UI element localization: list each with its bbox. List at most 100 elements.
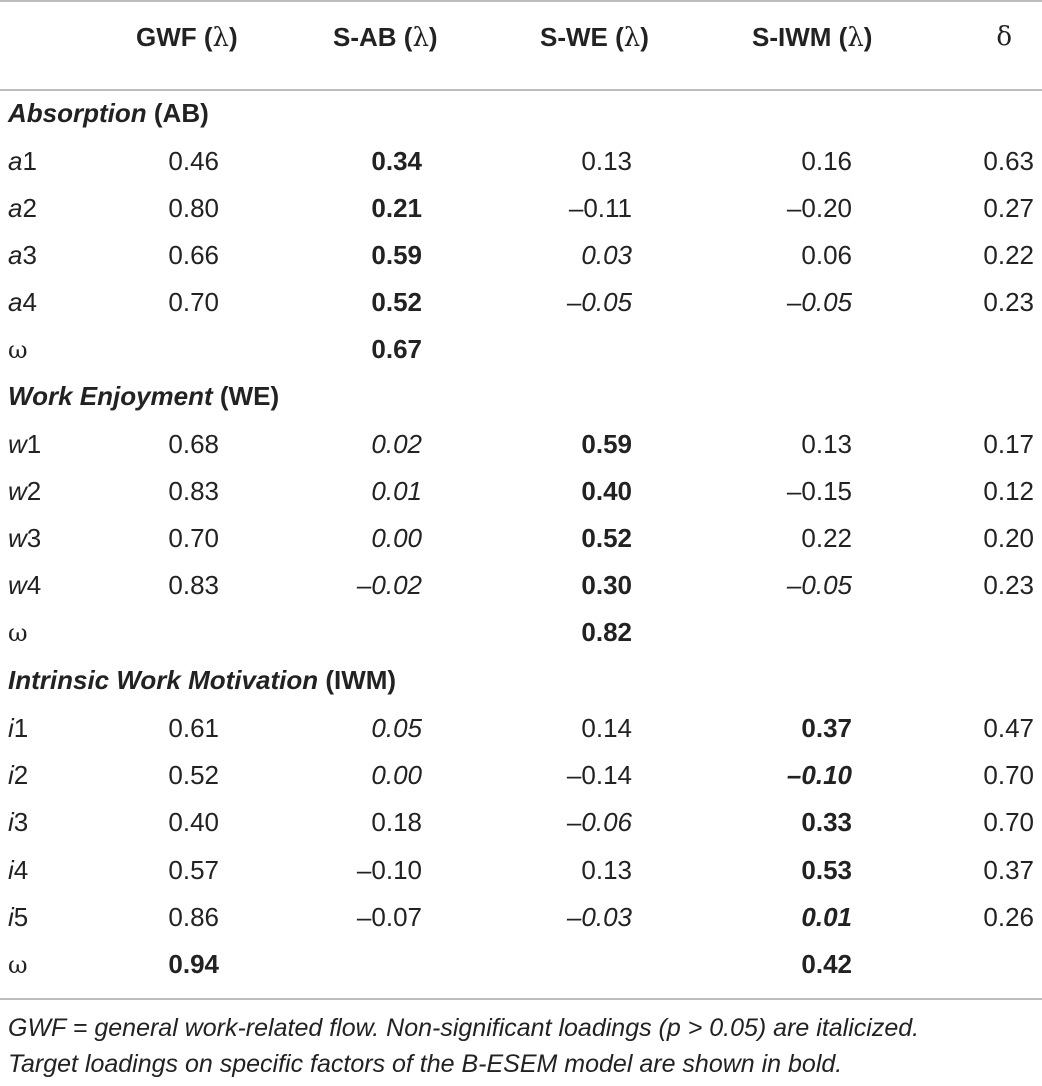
cell-s-iwm: –0.05 — [786, 287, 852, 317]
cell-gwf: 0.80 — [168, 193, 219, 223]
cell-s-ab: 0.18 — [371, 807, 422, 837]
omega-label: ω — [8, 619, 28, 647]
cell-s-ab: –0.10 — [356, 855, 422, 885]
table-row-i1: i1 0.61 0.05 0.14 0.37 0.47 — [0, 713, 1042, 760]
cell-s-we: 0.30 — [581, 570, 632, 600]
table-row-w3: w3 0.70 0.00 0.52 0.22 0.20 — [0, 523, 1042, 570]
header-s-ab: S-AB (λ) — [333, 22, 438, 53]
cell-delta: 0.63 — [983, 146, 1034, 176]
table-row-a4: a4 0.70 0.52 –0.05 –0.05 0.23 — [0, 287, 1042, 334]
cell-s-we: 0.14 — [581, 713, 632, 743]
table-row-w1: w1 0.68 0.02 0.59 0.13 0.17 — [0, 429, 1042, 476]
cell-s-we: –0.06 — [566, 807, 632, 837]
cell-gwf: 0.70 — [168, 523, 219, 553]
cell-delta: 0.20 — [983, 523, 1034, 553]
cell-gwf: 0.70 — [168, 287, 219, 317]
table-row-omega-ab: ω 0.67 — [0, 334, 1042, 381]
cell-gwf: 0.86 — [168, 902, 219, 932]
header-s-we: S-WE (λ) — [540, 22, 649, 53]
table-row-omega-we: ω 0.82 — [0, 617, 1042, 664]
cell-s-we: –0.05 — [566, 287, 632, 317]
cell-gwf: 0.66 — [168, 240, 219, 270]
table-footnote: GWF = general work-related flow. Non-sig… — [8, 1010, 1038, 1082]
cell-gwf: 0.61 — [168, 713, 219, 743]
cell-s-iwm: 0.06 — [801, 240, 852, 270]
cell-gwf: 0.40 — [168, 807, 219, 837]
cell-s-iwm: 0.53 — [801, 855, 852, 885]
table-row-a1: a1 0.46 0.34 0.13 0.16 0.63 — [0, 146, 1042, 193]
cell-s-we: 0.13 — [581, 855, 632, 885]
table-row-w2: w2 0.83 0.01 0.40 –0.15 0.12 — [0, 476, 1042, 523]
cell-s-ab: 0.00 — [371, 523, 422, 553]
cell-s-iwm: 0.16 — [801, 146, 852, 176]
cell-s-ab: 0.67 — [371, 334, 422, 364]
item-label: i5 — [8, 902, 29, 932]
cell-delta: 0.70 — [983, 760, 1034, 790]
table-row-i2: i2 0.52 0.00 –0.14 –0.10 0.70 — [0, 760, 1042, 807]
omega-label: ω — [8, 336, 28, 364]
table-row-i4: i4 0.57 –0.10 0.13 0.53 0.37 — [0, 855, 1042, 902]
cell-s-we: –0.14 — [566, 760, 632, 790]
cell-s-ab: 0.59 — [371, 240, 422, 270]
item-label: i3 — [8, 807, 29, 837]
cell-delta: 0.37 — [983, 855, 1034, 885]
cell-s-ab: 0.34 — [371, 146, 422, 176]
item-label: i2 — [8, 760, 29, 790]
omega-label: ω — [8, 951, 28, 979]
cell-delta: 0.27 — [983, 193, 1034, 223]
item-label: a3 — [8, 240, 37, 270]
cell-s-iwm: 0.37 — [801, 713, 852, 743]
cell-s-iwm: 0.22 — [801, 523, 852, 553]
cell-s-ab: 0.05 — [371, 713, 422, 743]
item-label: w3 — [8, 523, 42, 553]
cell-s-we: 0.03 — [581, 240, 632, 270]
cell-s-iwm: 0.42 — [801, 949, 852, 979]
cell-s-we: 0.40 — [581, 476, 632, 506]
cell-s-iwm: 0.01 — [801, 902, 852, 932]
table-row-a2: a2 0.80 0.21 –0.11 –0.20 0.27 — [0, 193, 1042, 240]
cell-s-ab: –0.07 — [356, 902, 422, 932]
header-rule — [0, 89, 1042, 91]
table-row-i5: i5 0.86 –0.07 –0.03 0.01 0.26 — [0, 902, 1042, 949]
cell-s-iwm: –0.10 — [786, 760, 852, 790]
cell-s-we: –0.03 — [566, 902, 632, 932]
footnote-line-2: Target loadings on specific factors of t… — [8, 1050, 843, 1078]
section-absorption: Absorption (AB) — [8, 98, 209, 128]
cell-s-iwm: –0.05 — [786, 570, 852, 600]
cell-s-we: 0.59 — [581, 429, 632, 459]
bottom-rule — [0, 998, 1042, 1000]
cell-s-ab: 0.52 — [371, 287, 422, 317]
footnote-line-1: GWF = general work-related flow. Non-sig… — [8, 1014, 920, 1042]
header-s-iwm: S-IWM (λ) — [752, 22, 873, 53]
item-label: i4 — [8, 855, 29, 885]
cell-s-ab: 0.01 — [371, 476, 422, 506]
cell-s-iwm: 0.13 — [801, 429, 852, 459]
cell-s-we: –0.11 — [568, 193, 632, 223]
item-label: a4 — [8, 287, 37, 317]
item-label: a2 — [8, 193, 37, 223]
cell-delta: 0.17 — [983, 429, 1034, 459]
table-row-w4: w4 0.83 –0.02 0.30 –0.05 0.23 — [0, 570, 1042, 617]
cell-gwf: 0.94 — [168, 949, 219, 979]
cell-s-we: 0.52 — [581, 523, 632, 553]
item-label: a1 — [8, 146, 37, 176]
cell-gwf: 0.57 — [168, 855, 219, 885]
cell-delta: 0.70 — [983, 807, 1034, 837]
cell-s-iwm: –0.15 — [786, 476, 852, 506]
header-gwf: GWF (λ) — [136, 22, 238, 53]
cell-delta: 0.23 — [983, 287, 1034, 317]
cell-s-we: 0.82 — [581, 617, 632, 647]
cell-gwf: 0.68 — [168, 429, 219, 459]
cell-gwf: 0.52 — [168, 760, 219, 790]
table-row-a3: a3 0.66 0.59 0.03 0.06 0.22 — [0, 240, 1042, 287]
table-row-i3: i3 0.40 0.18 –0.06 0.33 0.70 — [0, 807, 1042, 854]
section-work-enjoyment: Work Enjoyment (WE) — [8, 381, 280, 411]
cell-s-iwm: –0.20 — [786, 193, 852, 223]
cell-gwf: 0.83 — [168, 476, 219, 506]
item-label: i1 — [8, 713, 29, 743]
cell-gwf: 0.83 — [168, 570, 219, 600]
cell-s-ab: –0.02 — [356, 570, 422, 600]
section-intrinsic-work-motivation: Intrinsic Work Motivation (IWM) — [8, 665, 397, 695]
cell-delta: 0.23 — [983, 570, 1034, 600]
cell-delta: 0.12 — [983, 476, 1034, 506]
